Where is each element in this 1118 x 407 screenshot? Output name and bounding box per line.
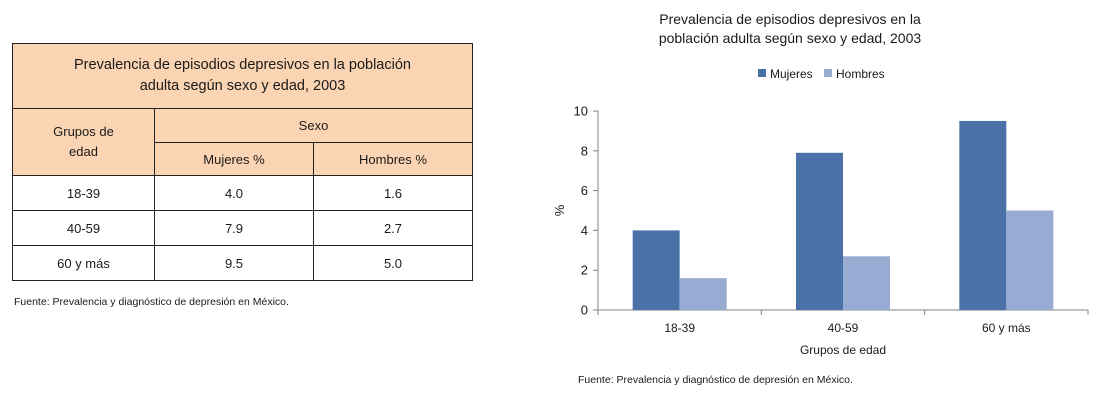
y-tick-label: 4	[581, 223, 588, 238]
cell-group: 18-39	[12, 175, 155, 211]
cell-group: 40-59	[12, 210, 155, 246]
table-title: Prevalencia de episodios depresivos en l…	[74, 57, 411, 94]
x-tick-label: 40-59	[828, 321, 859, 335]
cell-hombres: 1.6	[313, 175, 473, 211]
col-header-sexo: Sexo	[154, 108, 473, 143]
chart-title: Prevalencia de episodios depresivos en l…	[658, 11, 922, 46]
legend-label-mujeres: Mujeres	[770, 67, 813, 81]
table-title-cell: Prevalencia de episodios depresivos en l…	[12, 43, 473, 109]
cell-mujeres: 9.5	[154, 245, 314, 281]
col-header-groups-label: Grupos de edad	[53, 124, 114, 159]
table-row: 60 y más 9.5 5.0	[12, 245, 473, 281]
cell-mujeres: 7.9	[154, 210, 314, 246]
x-tick-label: 18-39	[664, 321, 695, 335]
col-header-hombres: Hombres %	[313, 142, 473, 176]
x-axis-label: Grupos de edad	[800, 343, 886, 357]
bar-mujeres	[632, 230, 680, 310]
bar-mujeres	[959, 120, 1007, 310]
y-tick-label: 10	[574, 104, 588, 119]
data-table-container: Prevalencia de episodios depresivos en l…	[12, 43, 473, 281]
table-row: 18-39 4.0 1.6	[12, 175, 473, 211]
legend-swatch-hombres	[824, 69, 832, 77]
legend-swatch-mujeres	[758, 69, 766, 77]
bar-hombres	[1006, 210, 1054, 310]
prevalence-table: Prevalencia de episodios depresivos en l…	[12, 43, 473, 281]
y-tick-label: 0	[581, 303, 588, 318]
y-tick-label: 6	[581, 183, 588, 198]
y-tick-label: 8	[581, 143, 588, 158]
col-header-mujeres: Mujeres %	[154, 142, 314, 176]
bar-hombres	[843, 256, 890, 310]
chart-canvas: 0 2 4 6 8 10% 18-39 40-59 60 y más Grupos de edad…	[552, 67, 1089, 357]
cell-group: 60 y más	[12, 245, 155, 281]
cell-hombres: 2.7	[313, 210, 473, 246]
col-header-groups: Grupos de edad	[12, 108, 155, 176]
legend-label-hombres: Hombres	[836, 67, 885, 81]
y-tick-label: 2	[581, 263, 588, 278]
bar-mujeres	[796, 152, 843, 310]
cell-hombres: 5.0	[313, 245, 473, 281]
table-row: 40-59 7.9 2.7	[12, 210, 473, 246]
y-axis-label: %	[552, 204, 567, 216]
x-tick-label: 60 y más	[982, 321, 1031, 335]
cell-mujeres: 4.0	[154, 175, 314, 211]
bar-hombres	[679, 278, 727, 310]
table-source-note: Fuente: Prevalencia y diagnóstico de dep…	[14, 296, 289, 308]
bar-chart: Prevalencia de episodios depresivos en l…	[540, 0, 1118, 407]
chart-source-note: Fuente: Prevalencia y diagnóstico de dep…	[578, 374, 853, 386]
